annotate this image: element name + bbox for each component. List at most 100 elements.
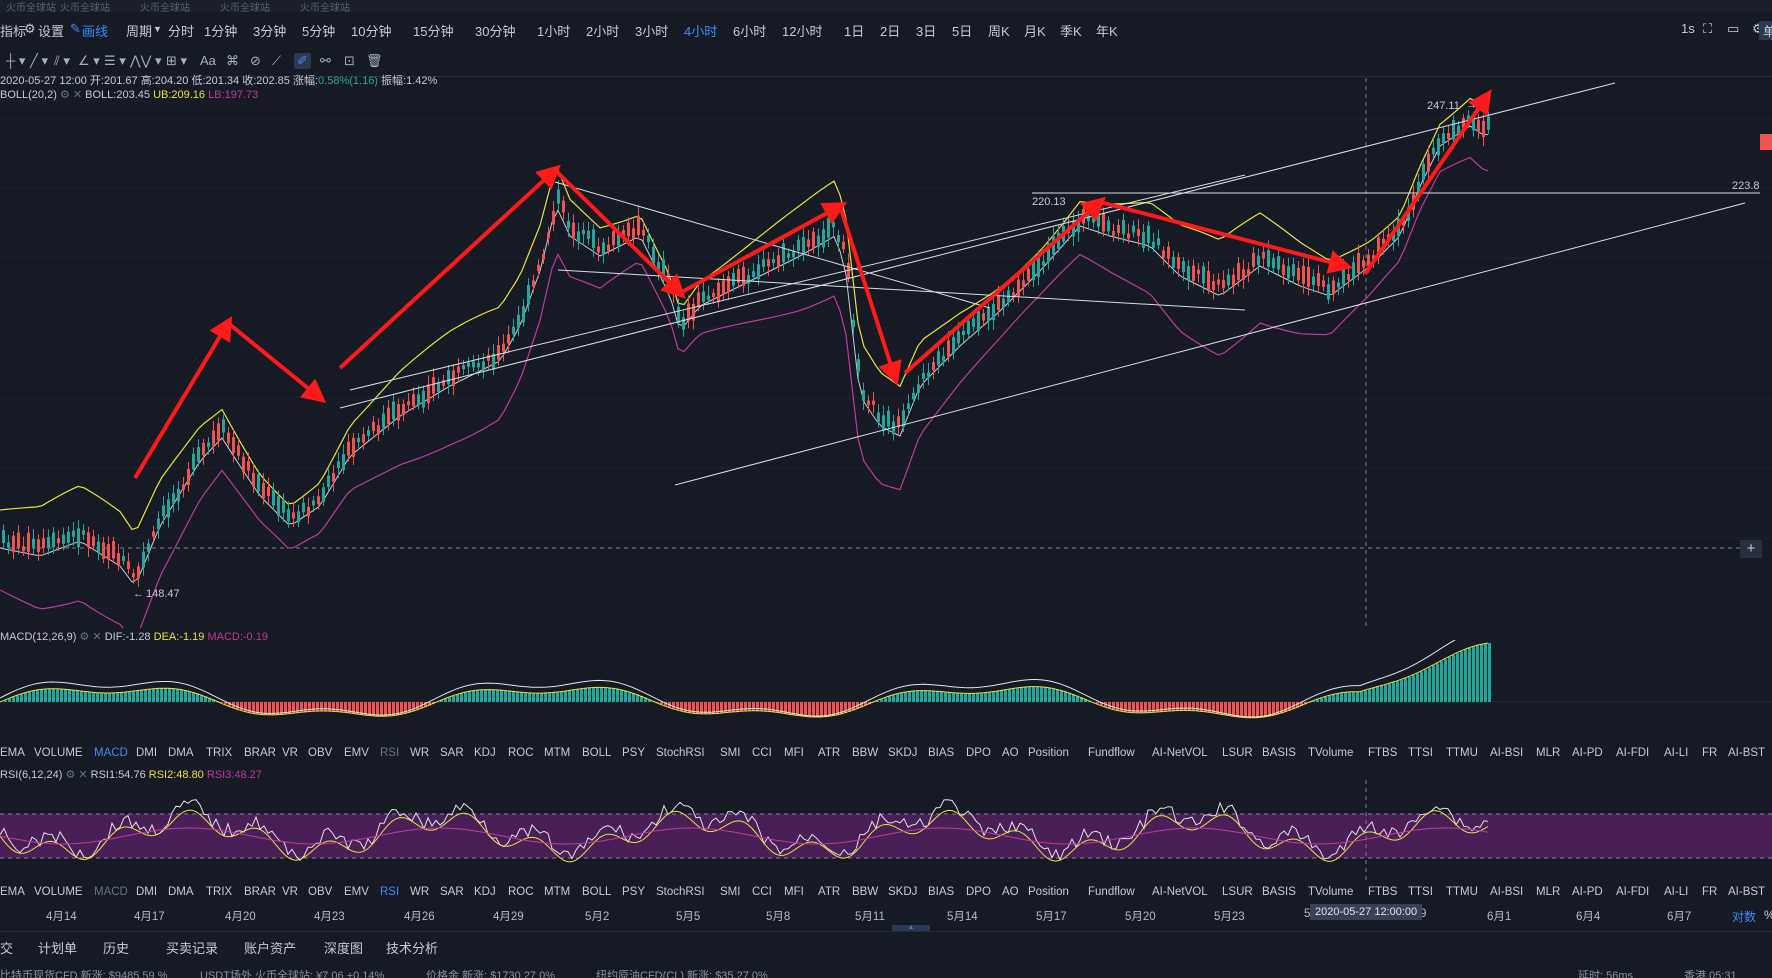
indicator-tab-bias[interactable]: BIAS xyxy=(928,747,955,759)
indicator-tab-mfi[interactable]: MFI xyxy=(784,886,804,898)
settings-button[interactable]: 设置 xyxy=(38,24,65,39)
indicator-tab-ai-fdi[interactable]: AI-FDI xyxy=(1616,886,1650,898)
indicator-tab-ai-bsi[interactable]: AI-BSI xyxy=(1490,886,1524,898)
interval-11[interactable]: 6小时 xyxy=(733,24,767,39)
indicator-tab-ai-li[interactable]: AI-LI xyxy=(1664,747,1689,759)
indicator-tab-vr[interactable]: VR xyxy=(282,747,298,759)
indicator-tab-bias[interactable]: BIAS xyxy=(928,886,955,898)
ticker-item[interactable]: 纽约原油CFD(CL) 新涨: $35.27 0% xyxy=(596,970,768,978)
interval-0[interactable]: 分时 xyxy=(168,24,195,39)
settings-icon[interactable]: ⚙ xyxy=(65,769,76,781)
interval-8[interactable]: 2小时 xyxy=(586,24,620,39)
indicator-tab-tvolume[interactable]: TVolume xyxy=(1308,886,1354,898)
indicator-tab-brar[interactable]: BRAR xyxy=(244,886,276,898)
indicator-tab-ftbs[interactable]: FTBS xyxy=(1368,886,1398,898)
refresh-rate[interactable]: 1s xyxy=(1681,21,1695,36)
bottom-tab-3[interactable]: 买卖记录 xyxy=(166,941,219,956)
interval-6[interactable]: 30分钟 xyxy=(475,24,516,39)
indicator-tab-roc[interactable]: ROC xyxy=(508,747,534,759)
draw-mode-icon[interactable]: ✐ xyxy=(294,53,311,69)
indicator-tab-basis[interactable]: BASIS xyxy=(1262,886,1296,898)
indicator-tab-trix[interactable]: TRIX xyxy=(206,886,233,898)
indicator-tab-emv[interactable]: EMV xyxy=(344,747,369,759)
chevron-down-icon[interactable]: ▼ xyxy=(153,24,162,34)
indicator-tab-ai-pd[interactable]: AI-PD xyxy=(1572,886,1603,898)
indicator-tab-stochrsi[interactable]: StochRSI xyxy=(656,747,705,759)
interval-19[interactable]: 季K xyxy=(1060,24,1082,39)
bottom-tab-1[interactable]: 计划单 xyxy=(38,941,78,956)
tab[interactable]: 火币全球站 xyxy=(6,3,56,14)
gear-icon[interactable]: ⚙ xyxy=(24,21,36,36)
indicator-tab-cci[interactable]: CCI xyxy=(752,886,772,898)
fib-tool-icon[interactable]: ☰ ▾ xyxy=(104,53,126,68)
indicator-tab-bbw[interactable]: BBW xyxy=(852,747,879,759)
indicator-tab-mfi[interactable]: MFI xyxy=(784,747,804,759)
indicator-tab-psy[interactable]: PSY xyxy=(622,747,646,759)
settings-icon[interactable]: ⚙ xyxy=(1752,21,1764,36)
bottom-tab-0[interactable]: 交 xyxy=(0,941,14,956)
indicator-tab-sar[interactable]: SAR xyxy=(440,747,464,759)
indicator-tab-obv[interactable]: OBV xyxy=(308,886,333,898)
indicator-tab-mlr[interactable]: MLR xyxy=(1536,747,1561,759)
draw-button[interactable]: 画线 xyxy=(82,24,109,39)
interval-15[interactable]: 3日 xyxy=(916,24,937,39)
indicator-tab-mlr[interactable]: MLR xyxy=(1536,886,1561,898)
interval-16[interactable]: 5日 xyxy=(952,24,973,39)
tab[interactable]: 火币全球站 xyxy=(140,3,190,14)
indicator-tab-ema[interactable]: EMA xyxy=(0,886,25,898)
grid-tool-icon[interactable]: ⊞ ▾ xyxy=(166,53,188,68)
interval-10[interactable]: 4小时 xyxy=(684,24,718,39)
line-tool-icon[interactable]: ╱ ▾ xyxy=(30,53,48,68)
indicator-tab-psy[interactable]: PSY xyxy=(622,886,646,898)
indicator-tab-ftbs[interactable]: FTBS xyxy=(1368,747,1398,759)
ticker-item[interactable]: USDT场外 火币全球站: ¥7.06 +0.14% xyxy=(200,970,385,978)
indicator-tab-brar[interactable]: BRAR xyxy=(244,747,276,759)
trash-icon[interactable]: 🗑 xyxy=(366,53,383,68)
screenshot-icon[interactable]: ▭ xyxy=(1727,21,1740,36)
crosshair-tool-icon[interactable]: ┼ ▾ xyxy=(6,53,26,68)
lock-tool-icon[interactable]: ⊡ xyxy=(344,53,355,68)
indicator-tab-trix[interactable]: TRIX xyxy=(206,747,233,759)
indicator-tab-mtm[interactable]: MTM xyxy=(544,886,571,898)
tab[interactable]: 火币全球站 xyxy=(300,3,350,14)
indicator-tab-volume[interactable]: VOLUME xyxy=(34,747,83,759)
indicator-tab-position[interactable]: Position xyxy=(1028,886,1069,898)
indicator-tab-smi[interactable]: SMI xyxy=(720,886,741,898)
close-icon[interactable]: ✕ xyxy=(92,631,102,643)
text-tool-icon[interactable]: Aa xyxy=(200,53,216,68)
interval-14[interactable]: 2日 xyxy=(880,24,901,39)
rsi-chart[interactable] xyxy=(0,780,1772,880)
tab[interactable]: 火币全球站 xyxy=(60,3,110,14)
log-scale-toggle[interactable]: 对数 xyxy=(1732,910,1757,924)
indicator-tab-ai-fdi[interactable]: AI-FDI xyxy=(1616,747,1650,759)
wave-tool-icon[interactable]: ⋀⋁ ▾ xyxy=(130,53,162,68)
interval-20[interactable]: 年K xyxy=(1096,24,1118,39)
indicator-tab-atr[interactable]: ATR xyxy=(818,886,841,898)
plus-icon[interactable]: + xyxy=(1740,540,1762,558)
indicator-tab-ai-bst[interactable]: AI-BST xyxy=(1728,886,1766,898)
indicator-tab-volume[interactable]: VOLUME xyxy=(34,886,83,898)
indicator-tab-ttsi[interactable]: TTSI xyxy=(1408,747,1433,759)
tab[interactable]: 火币全球站 xyxy=(220,3,270,14)
macd-chart[interactable] xyxy=(0,640,1772,748)
indicator-tab-ai-bsi[interactable]: AI-BSI xyxy=(1490,747,1524,759)
indicator-tab-position[interactable]: Position xyxy=(1028,747,1069,759)
interval-17[interactable]: 周K xyxy=(988,24,1010,39)
angle-tool-icon[interactable]: ∠ ▾ xyxy=(78,53,100,68)
indicator-tab-obv[interactable]: OBV xyxy=(308,747,333,759)
indicator-tab-fundflow[interactable]: Fundflow xyxy=(1088,886,1135,898)
close-icon[interactable]: ✕ xyxy=(78,769,88,781)
indicator-tab-ai-netvol[interactable]: AI-NetVOL xyxy=(1152,747,1208,759)
pencil-icon[interactable]: ✎ xyxy=(70,21,81,36)
indicator-tab-sar[interactable]: SAR xyxy=(440,886,464,898)
interval-3[interactable]: 5分钟 xyxy=(302,24,336,39)
bottom-tab-4[interactable]: 账户资产 xyxy=(244,941,297,956)
indicator-tab-ao[interactable]: AO xyxy=(1002,886,1019,898)
indicator-tab-skdj[interactable]: SKDJ xyxy=(888,886,918,898)
indicator-tab-ttmu[interactable]: TTMU xyxy=(1446,886,1478,898)
close-icon[interactable]: ✕ xyxy=(72,89,83,101)
indicator-tab-ttsi[interactable]: TTSI xyxy=(1408,886,1433,898)
indicator-tab-wr[interactable]: WR xyxy=(410,886,430,898)
indicator-tab-ai-pd[interactable]: AI-PD xyxy=(1572,747,1603,759)
indicator-tab-roc[interactable]: ROC xyxy=(508,886,534,898)
